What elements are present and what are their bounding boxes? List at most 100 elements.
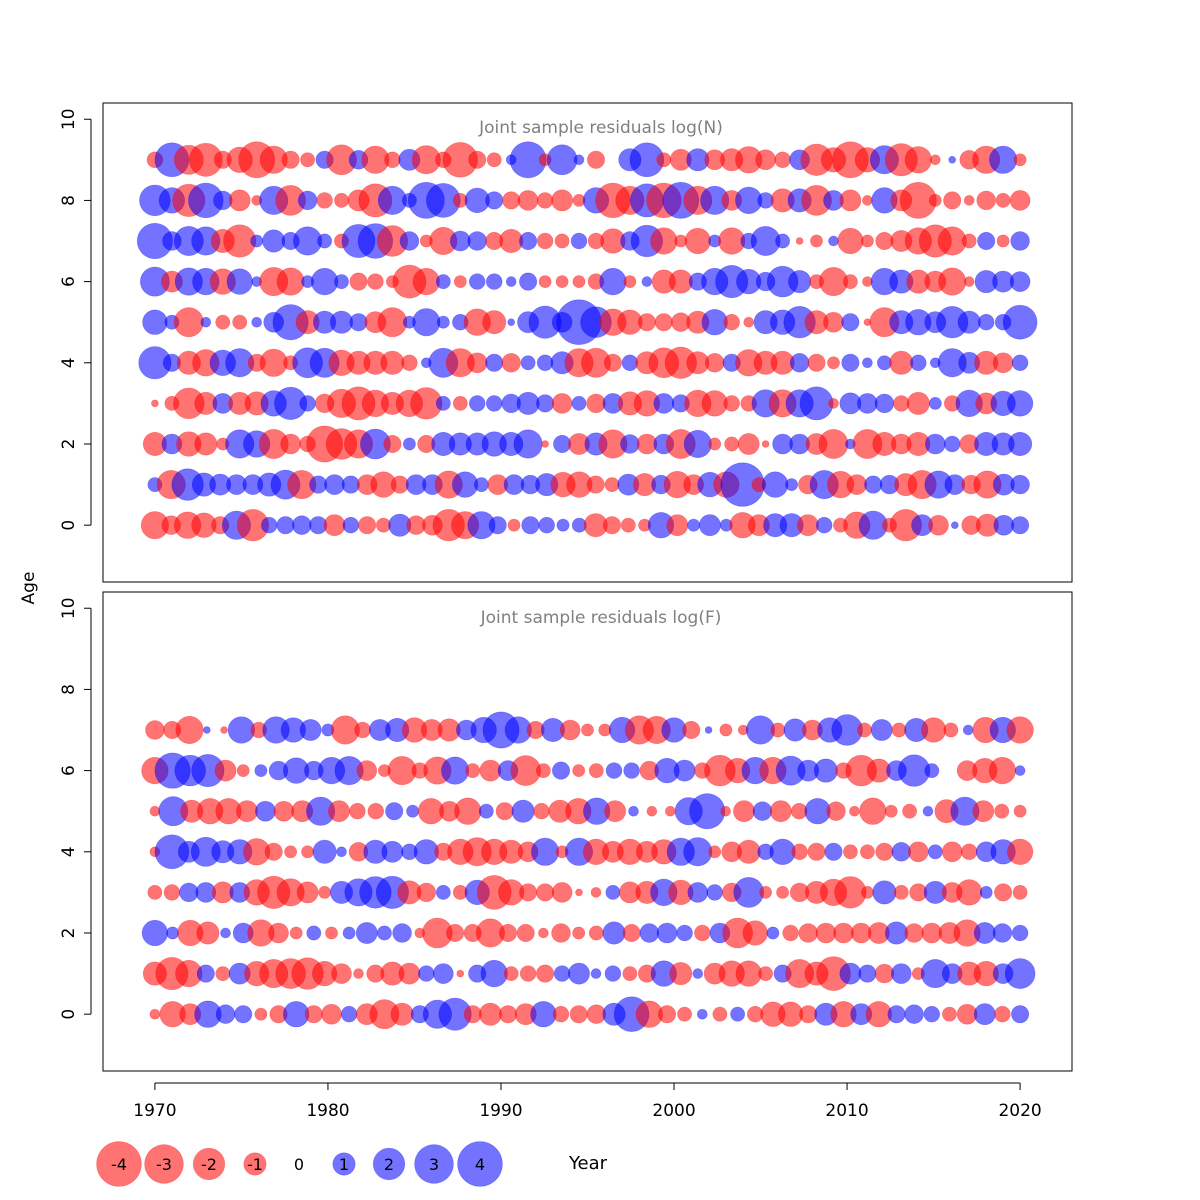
positive-residual-bubble <box>507 318 516 327</box>
negative-residual-bubble <box>281 150 300 169</box>
positive-residual-bubble <box>620 434 640 454</box>
positive-residual-bubble <box>828 235 839 247</box>
negative-residual-bubble <box>884 804 898 818</box>
positive-residual-bubble <box>203 726 211 734</box>
legend-label: -3 <box>156 1155 172 1174</box>
negative-residual-bubble <box>163 884 181 901</box>
negative-residual-bubble <box>572 764 586 777</box>
positive-residual-bubble <box>788 270 812 294</box>
positive-residual-bubble <box>276 516 295 535</box>
negative-residual-bubble <box>995 192 1011 208</box>
negative-residual-bubble <box>586 150 605 169</box>
positive-residual-bubble <box>1011 516 1030 535</box>
negative-residual-bubble <box>776 886 789 899</box>
negative-residual-bubble <box>367 802 384 820</box>
negative-residual-bubble <box>383 434 402 453</box>
x-tick-label: 2000 <box>652 1101 695 1121</box>
negative-residual-bubble <box>669 962 693 986</box>
negative-residual-bubble <box>398 962 421 985</box>
negative-residual-bubble <box>380 350 405 375</box>
positive-residual-bubble <box>789 353 810 373</box>
positive-residual-bubble <box>200 316 212 328</box>
negative-residual-bubble <box>994 803 1010 819</box>
positive-residual-bubble <box>329 310 353 334</box>
negative-residual-bubble <box>1013 804 1027 818</box>
positive-residual-bubble <box>973 922 996 944</box>
negative-residual-bubble <box>943 722 959 738</box>
negative-residual-bubble <box>902 803 917 819</box>
positive-residual-bubble <box>766 926 780 940</box>
negative-residual-bubble <box>963 276 975 287</box>
positive-residual-bubble <box>910 354 927 371</box>
positive-residual-bubble <box>571 395 587 411</box>
negative-residual-bubble <box>906 391 930 415</box>
negative-residual-bubble <box>232 314 248 330</box>
legend-label: 3 <box>429 1155 439 1174</box>
panel-log-f: Joint sample residuals log(F) 0 2 4 6 8 10 <box>59 591 1073 1072</box>
legend-bubble <box>144 1144 184 1184</box>
negative-residual-bubble <box>220 726 228 734</box>
negative-residual-bubble <box>519 883 538 902</box>
positive-residual-bubble <box>530 1001 557 1028</box>
negative-residual-bubble <box>774 151 791 169</box>
negative-residual-bubble <box>541 440 549 448</box>
positive-residual-bubble <box>520 355 536 371</box>
positive-residual-bubble <box>234 1005 253 1024</box>
positive-residual-bubble <box>1010 231 1030 251</box>
negative-residual-bubble <box>839 189 862 212</box>
positive-residual-bubble <box>890 963 912 984</box>
positive-residual-bubble <box>762 471 789 498</box>
positive-residual-bubble <box>432 963 454 984</box>
negative-residual-bubble <box>961 233 977 249</box>
positive-residual-bubble <box>687 518 700 532</box>
positive-residual-bubble <box>813 758 838 783</box>
negative-residual-bubble <box>666 514 689 537</box>
positive-residual-bubble <box>215 1004 236 1024</box>
negative-residual-bubble <box>956 879 983 906</box>
negative-residual-bubble <box>862 195 873 206</box>
negative-residual-bubble <box>280 433 301 455</box>
negative-residual-bubble <box>590 887 602 898</box>
positive-residual-bubble <box>317 233 332 249</box>
panel-log-n: Joint sample residuals log(N) 0 2 4 6 8 10 <box>59 102 1073 583</box>
negative-residual-bubble <box>453 275 467 288</box>
positive-residual-bubble <box>553 965 571 982</box>
negative-residual-bubble <box>724 436 740 452</box>
negative-residual-bubble <box>581 723 594 737</box>
positive-residual-bubble <box>306 925 322 941</box>
negative-residual-bubble <box>149 1008 161 1020</box>
legend-label: 2 <box>384 1155 394 1174</box>
positive-residual-bubble <box>486 395 503 412</box>
positive-residual-bubble <box>653 393 675 414</box>
negative-residual-bubble <box>194 432 218 456</box>
x-tick-label: 2010 <box>825 1101 868 1121</box>
x-axis: 1970 1980 1990 2000 2010 2020 <box>133 1082 1042 1121</box>
negative-residual-bubble <box>254 1007 268 1021</box>
positive-residual-bubble <box>623 762 640 779</box>
positive-residual-bubble <box>923 1005 940 1023</box>
positive-residual-bubble <box>292 515 312 535</box>
negative-residual-bubble <box>972 800 995 823</box>
positive-residual-bubble <box>324 474 345 495</box>
negative-residual-bubble <box>575 888 583 897</box>
positive-residual-bubble <box>486 273 503 290</box>
legend-bubble <box>96 1141 142 1187</box>
positive-residual-bubble <box>692 968 704 979</box>
negative-residual-bubble <box>723 314 740 331</box>
negative-residual-bubble <box>586 393 606 414</box>
negative-residual-bubble <box>452 395 468 411</box>
positive-residual-bubble <box>435 395 451 411</box>
negative-residual-bubble <box>929 154 941 166</box>
negative-residual-bubble <box>938 267 967 296</box>
positive-residual-bubble <box>1011 924 1029 942</box>
negative-residual-bubble <box>650 227 678 255</box>
negative-residual-bubble <box>289 926 303 940</box>
negative-residual-bubble <box>654 313 673 332</box>
negative-residual-bubble <box>646 805 658 817</box>
positive-residual-bubble <box>799 386 834 421</box>
y-tick-label: 10 <box>59 108 79 130</box>
negative-residual-bubble <box>782 924 799 942</box>
positive-residual-bubble <box>516 391 540 415</box>
negative-residual-bubble <box>743 316 755 328</box>
negative-residual-bubble <box>516 923 535 942</box>
